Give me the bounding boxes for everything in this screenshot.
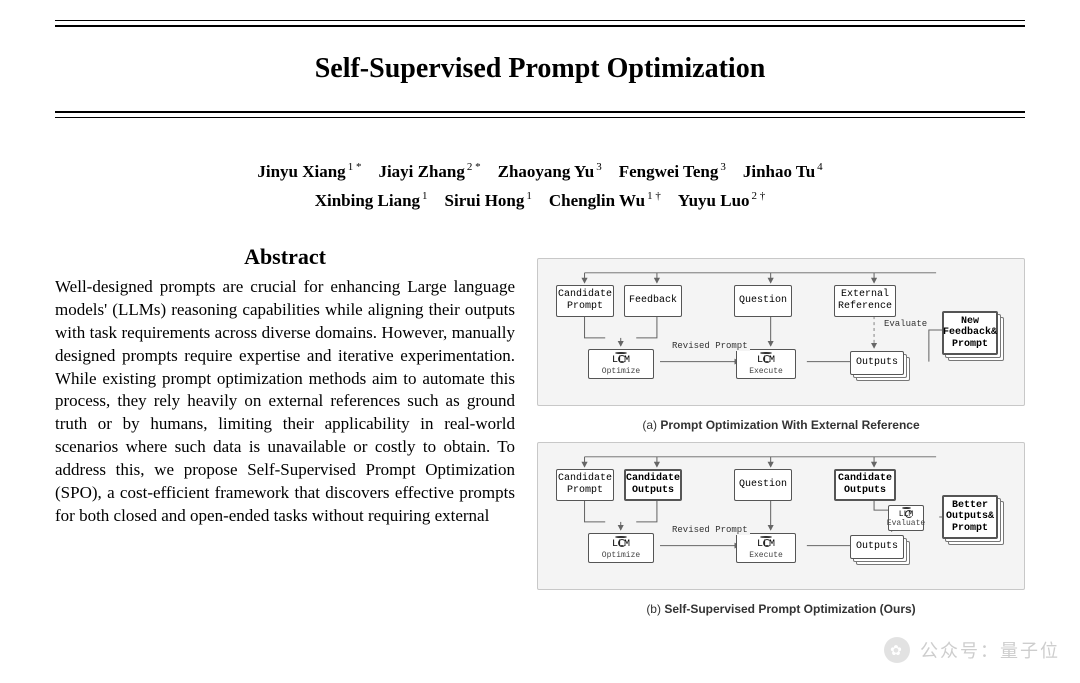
edge-label-evaluate: Evaluate bbox=[882, 319, 929, 329]
caption-a-prefix: (a) bbox=[642, 418, 660, 432]
rule-bottom-thin bbox=[55, 117, 1025, 118]
node-candidate-prompt: Candidate Prompt bbox=[556, 285, 614, 317]
llm-optimize-sub-b: Optimize bbox=[602, 551, 640, 560]
figure-caption-a: (a) Prompt Optimization With External Re… bbox=[537, 418, 1025, 432]
authors-line-1: Jinyu Xiang1 * Jiayi Zhang2 * Zhaoyang Y… bbox=[55, 158, 1025, 187]
watermark-text: 公众号：量子位 bbox=[920, 637, 1060, 663]
wechat-icon: ✿ bbox=[884, 637, 910, 663]
node-llm-execute: LLM Execute bbox=[736, 349, 796, 379]
author-block: Jinyu Xiang1 * Jiayi Zhang2 * Zhaoyang Y… bbox=[55, 158, 1025, 216]
node-candidate-outputs-right: Candidate Outputs bbox=[834, 469, 896, 501]
node-outputs-b: Outputs bbox=[850, 535, 904, 559]
node-question: Question bbox=[734, 285, 792, 317]
node-question-b: Question bbox=[734, 469, 792, 501]
rule-top-thick bbox=[55, 25, 1025, 27]
figure-column: Candidate Prompt Feedback Question Exter… bbox=[537, 244, 1025, 616]
figure-panel-b: Candidate Prompt Candidate Outputs Quest… bbox=[537, 442, 1025, 590]
llm-swirl-icon bbox=[760, 352, 772, 354]
node-llm-optimize: LLM Optimize bbox=[588, 349, 654, 379]
edge-label-revised-prompt-b: Revised Prompt bbox=[670, 525, 750, 535]
watermark: ✿ 公众号：量子位 bbox=[884, 637, 1060, 663]
rule-bottom-thick bbox=[55, 111, 1025, 113]
llm-swirl-icon bbox=[902, 507, 911, 509]
node-result-a: New Feedback& Prompt bbox=[942, 311, 998, 355]
llm-evaluate-sub: Evaluate bbox=[887, 519, 925, 528]
node-llm-execute-b: LLM Execute bbox=[736, 533, 796, 563]
abstract-column: Abstract Well-designed prompts are cruci… bbox=[55, 244, 515, 528]
edge-label-revised-prompt-a: Revised Prompt bbox=[670, 341, 750, 351]
node-candidate-prompt-b: Candidate Prompt bbox=[556, 469, 614, 501]
node-feedback: Feedback bbox=[624, 285, 682, 317]
authors-line-2: Xinbing Liang1 Sirui Hong1 Chenglin Wu1 … bbox=[55, 187, 1025, 216]
llm-swirl-icon bbox=[615, 536, 627, 538]
llm-optimize-sub: Optimize bbox=[602, 367, 640, 376]
llm-swirl-icon bbox=[760, 536, 772, 538]
node-candidate-outputs-left: Candidate Outputs bbox=[624, 469, 682, 501]
figure-panel-a: Candidate Prompt Feedback Question Exter… bbox=[537, 258, 1025, 406]
llm-swirl-icon bbox=[615, 352, 627, 354]
paper-page: Self-Supervised Prompt Optimization Jiny… bbox=[0, 0, 1080, 616]
node-external-reference: External Reference bbox=[834, 285, 896, 317]
node-llm-optimize-b: LLM Optimize bbox=[588, 533, 654, 563]
caption-a-bold: Prompt Optimization With External Refere… bbox=[660, 418, 919, 432]
abstract-heading: Abstract bbox=[55, 244, 515, 270]
llm-execute-sub-b: Execute bbox=[749, 551, 783, 560]
llm-execute-sub: Execute bbox=[749, 367, 783, 376]
two-column-content: Abstract Well-designed prompts are cruci… bbox=[55, 244, 1025, 616]
caption-b-prefix: (b) bbox=[646, 602, 664, 616]
abstract-text: Well-designed prompts are crucial for en… bbox=[55, 276, 515, 528]
node-result-b: Better Outputs& Prompt bbox=[942, 495, 998, 539]
node-llm-evaluate: LLM Evaluate bbox=[888, 505, 924, 531]
paper-title: Self-Supervised Prompt Optimization bbox=[55, 31, 1025, 107]
rule-top-thin bbox=[55, 20, 1025, 21]
caption-b-bold: Self-Supervised Prompt Optimization (Our… bbox=[664, 602, 915, 616]
node-outputs: Outputs bbox=[850, 351, 904, 375]
figure-caption-b: (b) Self-Supervised Prompt Optimization … bbox=[537, 602, 1025, 616]
